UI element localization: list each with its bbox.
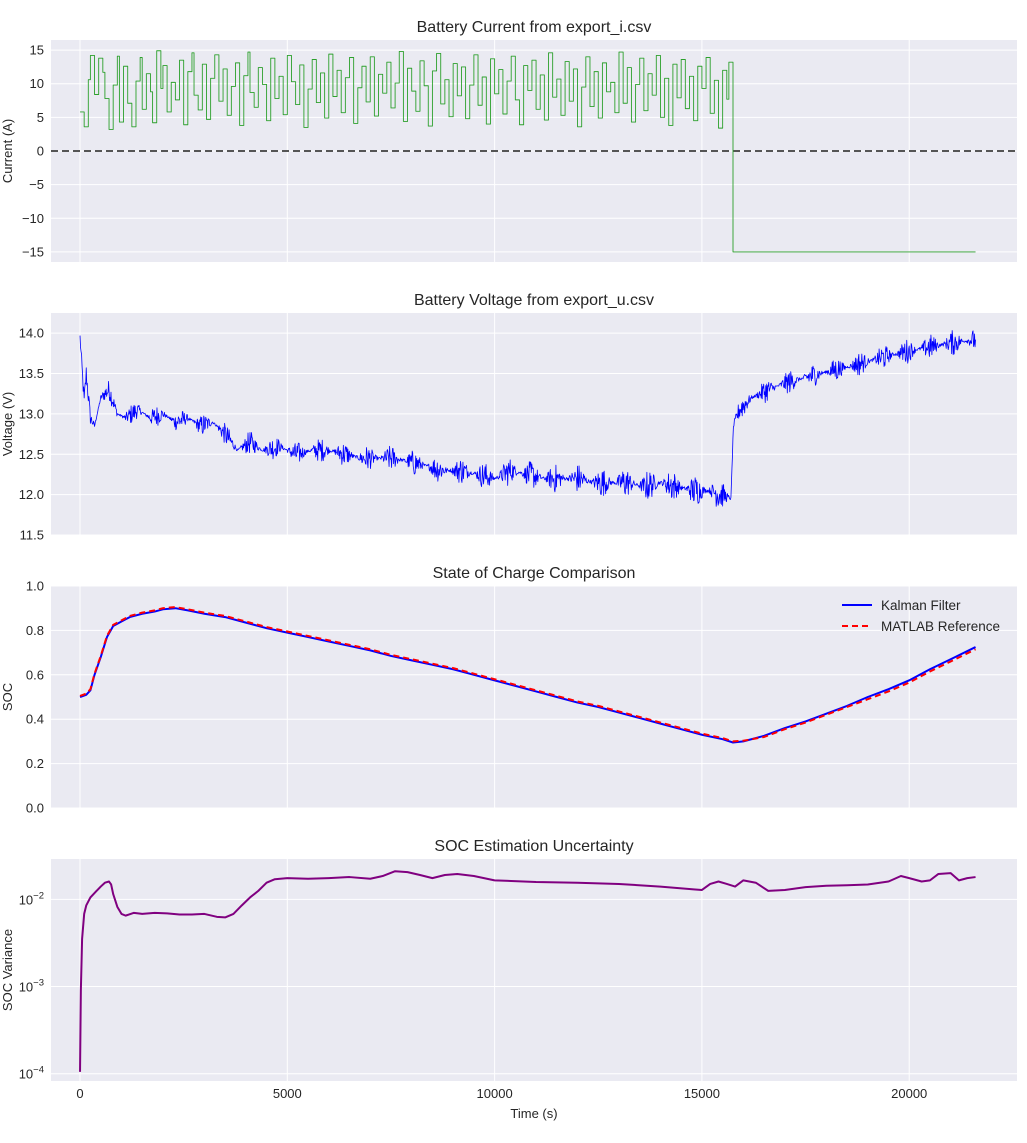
y-tick-label: 0.6 [26, 667, 44, 682]
x-tick-label: 20000 [891, 1086, 927, 1101]
y-tick-label: 15 [30, 43, 44, 58]
chart-title: SOC Estimation Uncertainty [434, 838, 633, 855]
chart-panel-2: Battery Voltage from export_u.csv 14.0 13.… [0, 292, 1017, 543]
y-tick-label: 10−4 [19, 1065, 44, 1082]
y-tick-label: 10 [30, 76, 44, 91]
y-axis-label: Voltage (V) [0, 392, 15, 456]
y-tick-label: 14.0 [19, 326, 44, 341]
y-tick-label: 10−3 [19, 978, 44, 995]
plot-area [79, 870, 976, 1072]
plot-area [79, 330, 976, 507]
legend-label: MATLAB Reference [881, 619, 1000, 634]
y-axis-label: SOC [0, 683, 15, 711]
y-tick-label: 0.4 [26, 712, 44, 727]
x-tick-label: 0 [76, 1086, 83, 1101]
chart-title: Battery Current from export_i.csv [417, 19, 652, 36]
plot-area [79, 606, 976, 744]
y-tick-label: −15 [22, 244, 44, 259]
plot-background [51, 313, 1017, 535]
x-tick-label: 15000 [684, 1086, 720, 1101]
y-tick-label: 13.5 [19, 366, 44, 381]
chart-title: Battery Voltage from export_u.csv [414, 292, 654, 309]
legend: Kalman Filter MATLAB Reference [842, 598, 1000, 634]
y-tick-label: 12.0 [19, 487, 44, 502]
chart-panel-4: SOC Estimation Uncertainty 10−2 10−3 10−4 SO… [0, 838, 1017, 1082]
y-tick-label: 0.0 [26, 801, 44, 816]
x-tick-label: 10000 [477, 1086, 513, 1101]
chart-panel-1: Battery Current from export_i.csv 15 10 5 0 −… [0, 19, 1017, 262]
y-tick-label: 10−2 [19, 890, 44, 907]
series-line-1 [80, 50, 976, 253]
series-line-1 [79, 330, 976, 507]
series-line-1 [79, 870, 976, 1072]
x-axis-label: Time (s) [510, 1106, 557, 1121]
y-tick-label: 1.0 [26, 579, 44, 594]
y-axis-label: SOC Variance [0, 929, 15, 1011]
y-tick-label: 13.0 [19, 406, 44, 421]
plot-background [51, 586, 1017, 808]
x-tick-label: 5000 [273, 1086, 302, 1101]
legend-label: Kalman Filter [881, 598, 961, 613]
series-line-1 [79, 607, 976, 744]
y-tick-label: −5 [29, 177, 44, 192]
y-axis-label: Current (A) [0, 119, 15, 183]
y-tick-label: 11.5 [20, 528, 44, 543]
y-tick-label: 12.5 [19, 447, 44, 462]
series-line-2 [79, 606, 976, 743]
y-tick-label: 5 [37, 110, 44, 125]
y-tick-label: −10 [22, 211, 44, 226]
chart-panel-3: State of Charge Comparison 1.0 0.8 0.6 0.4 0.… [0, 565, 1017, 816]
plot-background [51, 859, 1017, 1081]
y-tick-label: 0.2 [26, 756, 44, 771]
plot-area [51, 50, 1017, 253]
y-tick-label: 0.8 [26, 623, 44, 638]
chart-title: State of Charge Comparison [433, 565, 636, 582]
y-tick-label: 0 [37, 144, 44, 159]
